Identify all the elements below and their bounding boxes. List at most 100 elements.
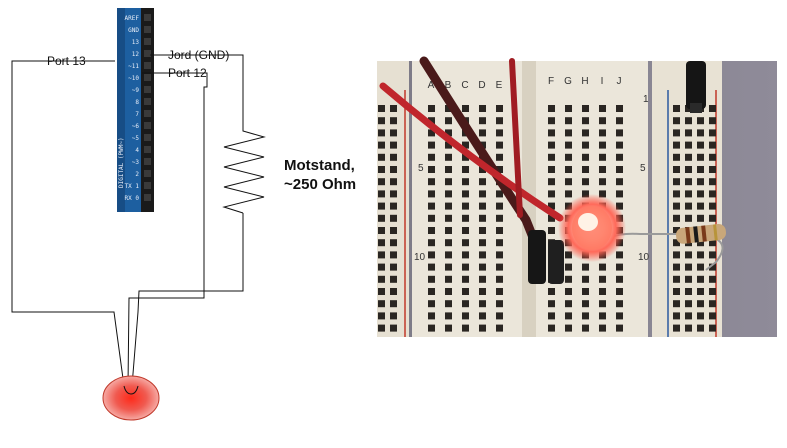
arduino-board-text: DIGITAL (PWM~) — [118, 137, 125, 188]
breadboard-hole — [428, 129, 435, 137]
breadboard-hole — [479, 300, 486, 308]
breadboard-hole — [685, 141, 692, 149]
arduino-pin-label: ~10 — [128, 75, 139, 82]
photo-led-highlight — [578, 213, 598, 231]
breadboard-hole — [697, 251, 704, 259]
breadboard-hole — [479, 190, 486, 198]
breadboard-hole — [582, 117, 589, 125]
breadboard-hole — [428, 312, 435, 320]
breadboard-hole — [599, 166, 606, 173]
breadboard-hole — [462, 141, 469, 149]
breadboard-hole — [496, 227, 503, 234]
breadboard-hole — [390, 166, 397, 173]
breadboard-hole — [548, 153, 555, 161]
breadboard-hole — [582, 153, 589, 161]
breadboard-hole — [616, 117, 623, 125]
breadboard-hole — [390, 288, 397, 295]
row-number-10: 10 — [414, 252, 426, 263]
breadboard-hole — [685, 178, 692, 186]
header-pin — [144, 74, 151, 81]
breadboard-hole — [685, 288, 692, 295]
breadboard-hole — [378, 190, 385, 198]
breadboard-hole — [673, 251, 680, 259]
breadboard-hole — [697, 153, 704, 161]
arduino-pin-label: ~5 — [132, 135, 140, 142]
breadboard-hole — [697, 275, 704, 283]
breadboard-hole — [390, 275, 397, 283]
breadboard-hole — [428, 227, 435, 234]
breadboard-holes — [378, 105, 716, 332]
breadboard-hole — [599, 153, 606, 161]
breadboard-hole — [599, 105, 606, 112]
breadboard-hole — [378, 178, 385, 186]
breadboard-hole — [709, 105, 716, 112]
breadboard-hole — [445, 129, 452, 137]
header-pin — [144, 62, 151, 69]
breadboard-hole — [428, 178, 435, 186]
breadboard-hole — [390, 105, 397, 112]
breadboard-hole — [697, 166, 704, 173]
breadboard-hole — [685, 324, 692, 332]
breadboard-hole — [709, 141, 716, 149]
breadboard-hole — [462, 251, 469, 259]
header-pin — [144, 194, 151, 201]
breadboard-hole — [582, 288, 589, 295]
breadboard-hole — [673, 300, 680, 308]
breadboard-hole — [685, 251, 692, 259]
header-pin — [144, 14, 151, 21]
column-letter: G — [564, 76, 572, 87]
column-letter: H — [581, 76, 588, 87]
breadboard-hole — [697, 202, 704, 210]
breadboard-hole — [390, 251, 397, 259]
breadboard-hole — [673, 117, 680, 125]
breadboard-hole — [428, 275, 435, 283]
breadboard-hole — [445, 178, 452, 186]
breadboard-hole — [548, 105, 555, 112]
breadboard-hole — [390, 239, 397, 247]
breadboard-hole — [616, 251, 623, 259]
breadboard-hole — [479, 324, 486, 332]
breadboard-hole — [709, 275, 716, 283]
breadboard-hole — [599, 300, 606, 308]
breadboard-hole — [599, 275, 606, 283]
header-pin — [144, 86, 151, 93]
label-resistor-line2: ~250 Ohm — [284, 176, 356, 193]
breadboard-hole — [709, 239, 716, 247]
breadboard-hole — [548, 190, 555, 198]
breadboard-hole — [390, 153, 397, 161]
breadboard-hole — [462, 263, 469, 271]
breadboard-hole — [616, 312, 623, 320]
breadboard-hole — [378, 288, 385, 295]
breadboard-hole — [479, 239, 486, 247]
breadboard-hole — [582, 190, 589, 198]
breadboard-hole — [479, 129, 486, 137]
header-pin — [144, 158, 151, 165]
breadboard-hole — [462, 214, 469, 222]
breadboard-hole — [462, 288, 469, 295]
breadboard-hole — [445, 263, 452, 271]
breadboard-hole — [582, 324, 589, 332]
breadboard-hole — [390, 227, 397, 234]
breadboard-hole — [378, 141, 385, 149]
breadboard-hole — [445, 190, 452, 198]
arduino-pin-label: 2 — [135, 171, 139, 178]
breadboard-hole — [582, 105, 589, 112]
breadboard-hole — [697, 324, 704, 332]
wire-ground — [150, 54, 244, 125]
breadboard-hole — [462, 153, 469, 161]
breadboard-hole — [378, 166, 385, 173]
breadboard-hole — [599, 178, 606, 186]
breadboard-hole — [378, 202, 385, 210]
arduino-pin-label: 4 — [135, 147, 139, 154]
breadboard-hole — [673, 227, 680, 234]
breadboard-hole — [378, 153, 385, 161]
breadboard-hole — [428, 202, 435, 210]
breadboard-hole — [709, 166, 716, 173]
wire-port13 — [11, 60, 125, 387]
breadboard-hole — [673, 263, 680, 271]
breadboard-hole — [685, 129, 692, 137]
breadboard-hole — [445, 251, 452, 259]
arduino-pin-label: 13 — [132, 39, 140, 46]
breadboard-hole — [548, 214, 555, 222]
breadboard-hole — [697, 129, 704, 137]
